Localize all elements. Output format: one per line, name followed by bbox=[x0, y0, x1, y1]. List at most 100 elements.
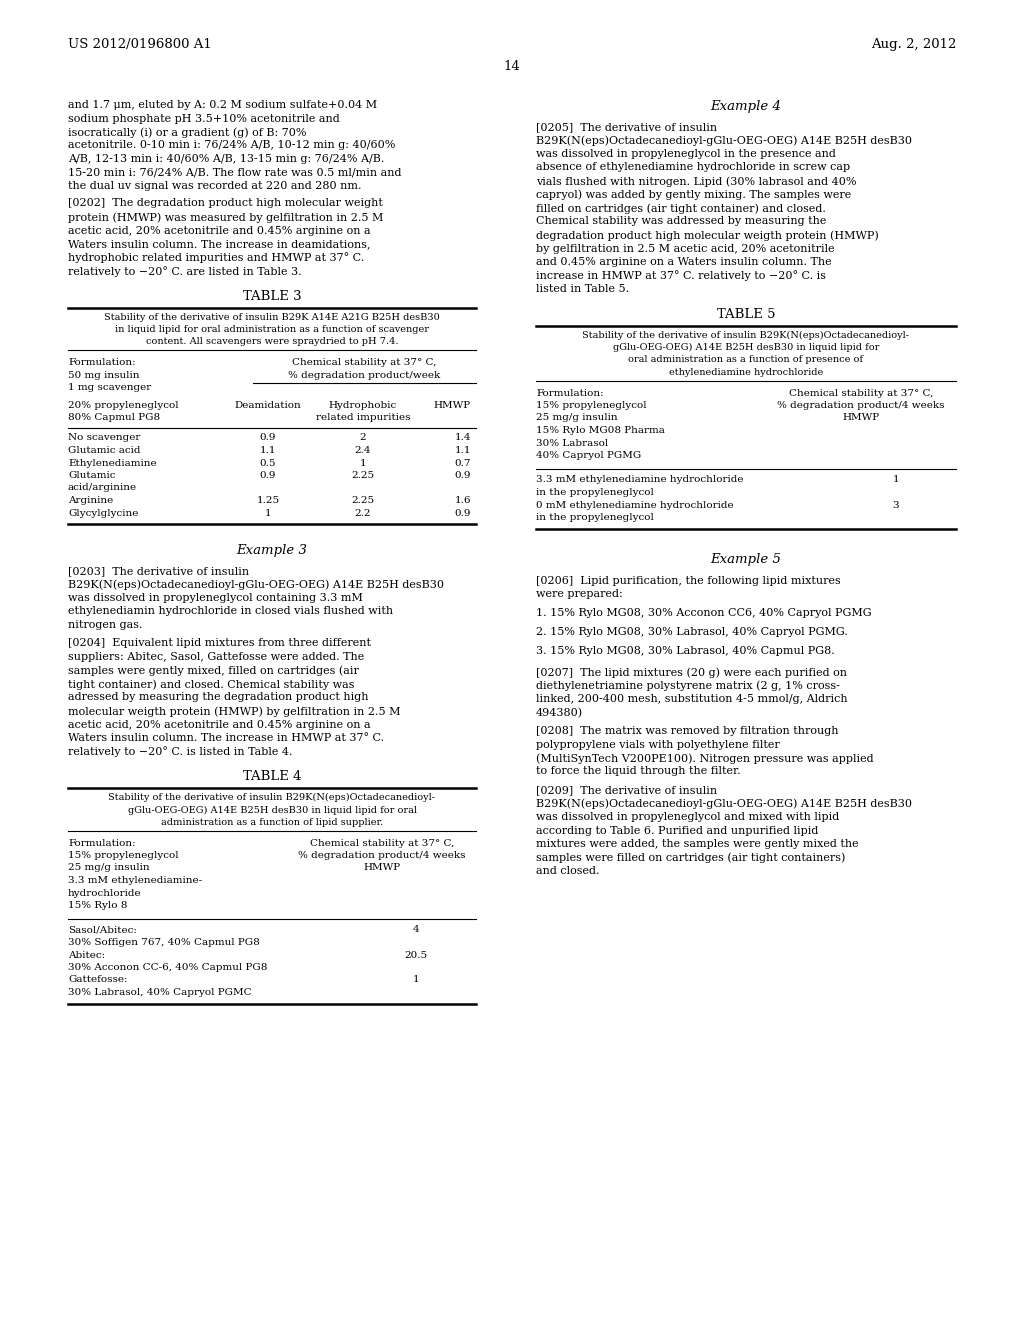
Text: 2.25: 2.25 bbox=[351, 496, 375, 506]
Text: were prepared:: were prepared: bbox=[536, 589, 623, 599]
Text: linked, 200-400 mesh, substitution 4-5 mmol/g, Aldrich: linked, 200-400 mesh, substitution 4-5 m… bbox=[536, 694, 848, 704]
Text: to force the liquid through the filter.: to force the liquid through the filter. bbox=[536, 767, 740, 776]
Text: 30% Soffigen 767, 40% Capmul PG8: 30% Soffigen 767, 40% Capmul PG8 bbox=[68, 939, 260, 946]
Text: Chemical stability at 37° C,: Chemical stability at 37° C, bbox=[788, 388, 933, 397]
Text: 0 mM ethylenediamine hydrochloride: 0 mM ethylenediamine hydrochloride bbox=[536, 500, 733, 510]
Text: 15-20 min i: 76/24% A/B. The flow rate was 0.5 ml/min and: 15-20 min i: 76/24% A/B. The flow rate w… bbox=[68, 168, 401, 177]
Text: US 2012/0196800 A1: US 2012/0196800 A1 bbox=[68, 38, 212, 51]
Text: 1 mg scavenger: 1 mg scavenger bbox=[68, 383, 152, 392]
Text: HMWP: HMWP bbox=[434, 400, 471, 409]
Text: suppliers: Abitec, Sasol, Gattefosse were added. The: suppliers: Abitec, Sasol, Gattefosse wer… bbox=[68, 652, 365, 663]
Text: 0.9: 0.9 bbox=[455, 508, 471, 517]
Text: increase in HMWP at 37° C. relatively to −20° C. is: increase in HMWP at 37° C. relatively to… bbox=[536, 271, 826, 281]
Text: [0209]  The derivative of insulin: [0209] The derivative of insulin bbox=[536, 785, 717, 795]
Text: tight container) and closed. Chemical stability was: tight container) and closed. Chemical st… bbox=[68, 678, 354, 689]
Text: [0203]  The derivative of insulin: [0203] The derivative of insulin bbox=[68, 566, 249, 576]
Text: No scavenger: No scavenger bbox=[68, 433, 140, 442]
Text: listed in Table 5.: listed in Table 5. bbox=[536, 284, 629, 294]
Text: 25 mg/g insulin: 25 mg/g insulin bbox=[68, 863, 150, 873]
Text: 20.5: 20.5 bbox=[404, 950, 428, 960]
Text: 20% propyleneglycol: 20% propyleneglycol bbox=[68, 400, 178, 409]
Text: isocratically (i) or a gradient (g) of B: 70%: isocratically (i) or a gradient (g) of B… bbox=[68, 127, 306, 137]
Text: HMWP: HMWP bbox=[843, 413, 880, 422]
Text: ethylenediamine hydrochloride: ethylenediamine hydrochloride bbox=[669, 368, 823, 378]
Text: 15% Rylo 8: 15% Rylo 8 bbox=[68, 902, 127, 909]
Text: and closed.: and closed. bbox=[536, 866, 599, 876]
Text: the dual uv signal was recorded at 220 and 280 nm.: the dual uv signal was recorded at 220 a… bbox=[68, 181, 361, 191]
Text: Formulation:: Formulation: bbox=[68, 838, 135, 847]
Text: Example 4: Example 4 bbox=[711, 100, 781, 114]
Text: Glutamic: Glutamic bbox=[68, 471, 116, 480]
Text: 30% Labrasol, 40% Capryol PGMC: 30% Labrasol, 40% Capryol PGMC bbox=[68, 987, 252, 997]
Text: and 1.7 μm, eluted by A: 0.2 M sodium sulfate+0.04 M: and 1.7 μm, eluted by A: 0.2 M sodium su… bbox=[68, 100, 377, 110]
Text: Stability of the derivative of insulin B29K A14E A21G B25H desB30: Stability of the derivative of insulin B… bbox=[104, 313, 440, 322]
Text: 2.2: 2.2 bbox=[354, 508, 372, 517]
Text: according to Table 6. Purified and unpurified lipid: according to Table 6. Purified and unpur… bbox=[536, 825, 818, 836]
Text: was dissolved in propyleneglycol and mixed with lipid: was dissolved in propyleneglycol and mix… bbox=[536, 812, 840, 822]
Text: Sasol/Abitec:: Sasol/Abitec: bbox=[68, 925, 137, 935]
Text: 30% Labrasol: 30% Labrasol bbox=[536, 438, 608, 447]
Text: TABLE 4: TABLE 4 bbox=[243, 770, 301, 783]
Text: Formulation:: Formulation: bbox=[68, 358, 135, 367]
Text: Glycylglycine: Glycylglycine bbox=[68, 508, 138, 517]
Text: Hydrophobic: Hydrophobic bbox=[329, 400, 397, 409]
Text: 1.4: 1.4 bbox=[455, 433, 471, 442]
Text: Stability of the derivative of insulin B29K(N(eps)Octadecanedioyl-: Stability of the derivative of insulin B… bbox=[583, 330, 909, 339]
Text: % degradation product/week: % degradation product/week bbox=[288, 371, 440, 380]
Text: molecular weigth protein (HMWP) by gelfiltration in 2.5 M: molecular weigth protein (HMWP) by gelfi… bbox=[68, 706, 400, 717]
Text: 1.25: 1.25 bbox=[256, 496, 280, 506]
Text: 1.1: 1.1 bbox=[260, 446, 276, 455]
Text: % degradation product/4 weeks: % degradation product/4 weeks bbox=[777, 401, 945, 411]
Text: [0204]  Equivalent lipid mixtures from three different: [0204] Equivalent lipid mixtures from th… bbox=[68, 639, 371, 648]
Text: [0206]  Lipid purification, the following lipid mixtures: [0206] Lipid purification, the following… bbox=[536, 576, 841, 586]
Text: (MultiSynTech V200PE100). Nitrogen pressure was applied: (MultiSynTech V200PE100). Nitrogen press… bbox=[536, 752, 873, 763]
Text: Arginine: Arginine bbox=[68, 496, 114, 506]
Text: [0208]  The matrix was removed by filtration through: [0208] The matrix was removed by filtrat… bbox=[536, 726, 839, 737]
Text: in the propyleneglycol: in the propyleneglycol bbox=[536, 513, 654, 521]
Text: 4: 4 bbox=[413, 925, 419, 935]
Text: protein (HMWP) was measured by gelfiltration in 2.5 M: protein (HMWP) was measured by gelfiltra… bbox=[68, 213, 383, 223]
Text: 0.9: 0.9 bbox=[260, 471, 276, 480]
Text: and 0.45% arginine on a Waters insulin column. The: and 0.45% arginine on a Waters insulin c… bbox=[536, 257, 831, 267]
Text: sodium phosphate pH 3.5+10% acetonitrile and: sodium phosphate pH 3.5+10% acetonitrile… bbox=[68, 114, 340, 124]
Text: 1: 1 bbox=[359, 458, 367, 467]
Text: 3.3 mM ethylenediamine-: 3.3 mM ethylenediamine- bbox=[68, 876, 202, 884]
Text: relatively to −20° C. is listed in Table 4.: relatively to −20° C. is listed in Table… bbox=[68, 747, 293, 758]
Text: Example 3: Example 3 bbox=[237, 544, 307, 557]
Text: TABLE 3: TABLE 3 bbox=[243, 289, 301, 302]
Text: 3.3 mM ethylenediamine hydrochloride: 3.3 mM ethylenediamine hydrochloride bbox=[536, 475, 743, 484]
Text: mixtures were added, the samples were gently mixed the: mixtures were added, the samples were ge… bbox=[536, 840, 859, 849]
Text: Aug. 2, 2012: Aug. 2, 2012 bbox=[870, 38, 956, 51]
Text: adressed by measuring the degradation product high: adressed by measuring the degradation pr… bbox=[68, 693, 369, 702]
Text: Chemical stability at 37° C,: Chemical stability at 37° C, bbox=[310, 838, 455, 847]
Text: 0.5: 0.5 bbox=[260, 458, 276, 467]
Text: ethylenediamin hydrochloride in closed vials flushed with: ethylenediamin hydrochloride in closed v… bbox=[68, 606, 393, 616]
Text: hydrophobic related impurities and HMWP at 37° C.: hydrophobic related impurities and HMWP … bbox=[68, 252, 365, 264]
Text: was dissolved in propyleneglycol containing 3.3 mM: was dissolved in propyleneglycol contain… bbox=[68, 593, 362, 603]
Text: 15% propyleneglycol: 15% propyleneglycol bbox=[536, 401, 646, 411]
Text: 25 mg/g insulin: 25 mg/g insulin bbox=[536, 413, 617, 422]
Text: in the propyleneglycol: in the propyleneglycol bbox=[536, 488, 654, 498]
Text: gGlu-OEG-OEG) A14E B25H desB30 in liquid lipid for: gGlu-OEG-OEG) A14E B25H desB30 in liquid… bbox=[612, 343, 880, 352]
Text: 1: 1 bbox=[413, 975, 419, 985]
Text: samples were filled on cartridges (air tight containers): samples were filled on cartridges (air t… bbox=[536, 853, 846, 863]
Text: 1: 1 bbox=[264, 508, 271, 517]
Text: in liquid lipid for oral administration as a function of scavenger: in liquid lipid for oral administration … bbox=[115, 325, 429, 334]
Text: vials flushed with nitrogen. Lipid (30% labrasol and 40%: vials flushed with nitrogen. Lipid (30% … bbox=[536, 176, 856, 186]
Text: polypropylene vials with polyethylene filter: polypropylene vials with polyethylene fi… bbox=[536, 739, 779, 750]
Text: Ethylenediamine: Ethylenediamine bbox=[68, 458, 157, 467]
Text: B29K(N(eps)Octadecanedioyl-gGlu-OEG-OEG) A14E B25H desB30: B29K(N(eps)Octadecanedioyl-gGlu-OEG-OEG)… bbox=[536, 799, 912, 809]
Text: 30% Acconon CC-6, 40% Capmul PG8: 30% Acconon CC-6, 40% Capmul PG8 bbox=[68, 964, 267, 972]
Text: 15% Rylo MG08 Pharma: 15% Rylo MG08 Pharma bbox=[536, 426, 665, 436]
Text: Gattefosse:: Gattefosse: bbox=[68, 975, 128, 985]
Text: acid/arginine: acid/arginine bbox=[68, 483, 137, 492]
Text: acetonitrile. 0-10 min i: 76/24% A/B, 10-12 min g: 40/60%: acetonitrile. 0-10 min i: 76/24% A/B, 10… bbox=[68, 140, 395, 150]
Text: 2. 15% Rylo MG08, 30% Labrasol, 40% Capryol PGMG.: 2. 15% Rylo MG08, 30% Labrasol, 40% Capr… bbox=[536, 627, 848, 638]
Text: Chemical stability was addressed by measuring the: Chemical stability was addressed by meas… bbox=[536, 216, 826, 227]
Text: A/B, 12-13 min i: 40/60% A/B, 13-15 min g: 76/24% A/B.: A/B, 12-13 min i: 40/60% A/B, 13-15 min … bbox=[68, 154, 384, 164]
Text: Waters insulin column. The increase in deamidations,: Waters insulin column. The increase in d… bbox=[68, 239, 371, 249]
Text: Example 5: Example 5 bbox=[711, 553, 781, 566]
Text: 0.9: 0.9 bbox=[260, 433, 276, 442]
Text: oral administration as a function of presence of: oral administration as a function of pre… bbox=[629, 355, 863, 364]
Text: % degradation product/4 weeks: % degradation product/4 weeks bbox=[298, 851, 466, 861]
